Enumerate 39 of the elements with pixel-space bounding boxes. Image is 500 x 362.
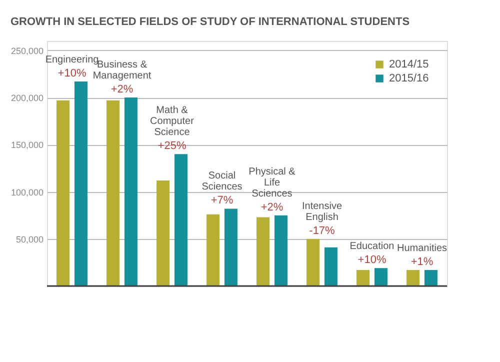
bar (274, 215, 288, 286)
bar (174, 154, 188, 286)
annotation: +2% (260, 201, 284, 214)
bar (224, 208, 238, 286)
legend-label: 2015/16 (389, 72, 429, 84)
bar (324, 247, 338, 286)
x-tick-label: Engineering (45, 54, 99, 66)
bar (156, 180, 170, 286)
x-tick-label: Physical & Life Sciences (248, 166, 296, 200)
y-tick-label: 50,000 (16, 234, 44, 244)
annotation: +2% (110, 84, 134, 96)
annotation: +10% (58, 68, 86, 80)
annotation: +10% (358, 254, 386, 266)
legend-label: 2014/15 (389, 58, 429, 70)
bar (106, 100, 120, 286)
bar (124, 98, 138, 286)
x-tick-label: Humanities (396, 242, 448, 254)
y-tick-label: 100,000 (10, 187, 44, 198)
annotation: +25% (158, 140, 186, 152)
bar (356, 270, 370, 286)
bar (256, 217, 270, 286)
bar (56, 100, 70, 286)
x-tick-label: Intensive English (302, 200, 342, 223)
y-tick-label: 250,000 (10, 46, 44, 56)
y-tick-label: 200,000 (10, 93, 44, 104)
x-tick-label: Math & Computer Science (150, 105, 195, 138)
annotation: +7% (210, 194, 234, 207)
bar (306, 238, 320, 286)
annotation: -17% (309, 224, 336, 237)
x-tick-label: Social Sciences (202, 170, 242, 193)
y-tick-label: 150,000 (10, 140, 44, 150)
bar (424, 270, 438, 286)
bar (406, 270, 420, 286)
annotation: +1% (410, 256, 434, 268)
bar (74, 82, 88, 286)
bar (374, 268, 388, 286)
chart-title: GROWTH IN SELECTED FIELDS OF STUDY OF INTERNATIONAL STUDENTS (10, 16, 410, 28)
bar (206, 214, 220, 286)
x-tick-label: Education (350, 241, 394, 252)
